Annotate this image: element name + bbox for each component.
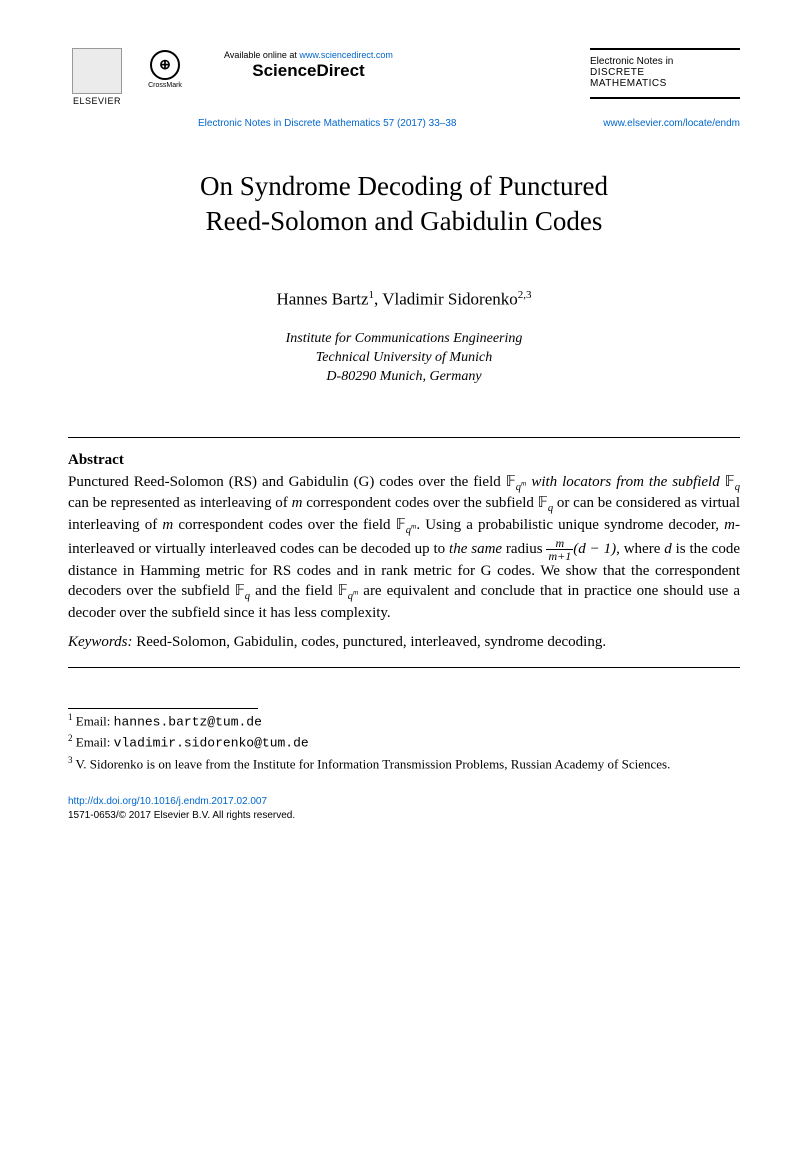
title-line1: On Syndrome Decoding of Punctured bbox=[200, 171, 608, 201]
fn3-text: V. Sidorenko is on leave from the Instit… bbox=[73, 757, 671, 772]
paper-title: On Syndrome Decoding of Punctured Reed-S… bbox=[68, 169, 740, 239]
abs-t4: correspondent codes over the subfield bbox=[302, 495, 537, 511]
abstract-heading: Abstract bbox=[68, 452, 740, 469]
affiliation-line1: Institute for Communications Engineering bbox=[286, 331, 523, 346]
abs-Fqm-3: 𝔽qm bbox=[338, 583, 359, 599]
crossmark-icon: ⊕ bbox=[150, 50, 180, 80]
abstract-divider-bottom bbox=[68, 667, 740, 668]
journal-line2: DISCRETE bbox=[590, 67, 740, 78]
abs-t6: correspondent codes over the field bbox=[173, 517, 395, 533]
fn2-email: vladimir.sidorenko@tum.de bbox=[114, 736, 309, 751]
crossmark-badge[interactable]: ⊕ CrossMark bbox=[144, 50, 186, 89]
keywords-label: Keywords: bbox=[68, 634, 132, 650]
locate-link[interactable]: www.elsevier.com/locate/endm bbox=[603, 118, 740, 129]
journal-title-box: Electronic Notes in DISCRETE MATHEMATICS bbox=[590, 48, 740, 99]
abs-same: the same bbox=[449, 541, 502, 557]
abs-dminus1: (d − 1) bbox=[573, 541, 616, 557]
doi-block: http://dx.doi.org/10.1016/j.endm.2017.02… bbox=[68, 795, 740, 823]
keywords-text: Reed-Solomon, Gabidulin, codes, puncture… bbox=[132, 634, 606, 650]
footnote-2: 2 Email: vladimir.sidorenko@tum.de bbox=[68, 732, 740, 752]
abs-d: d bbox=[664, 541, 672, 557]
abs-t1: Punctured Reed-Solomon (RS) and Gabiduli… bbox=[68, 474, 506, 490]
abs-t9: radius bbox=[502, 541, 546, 557]
footnote-3: 3 V. Sidorenko is on leave from the Inst… bbox=[68, 754, 740, 773]
abs-m1: m bbox=[292, 495, 303, 511]
abs-Fq-2: 𝔽q bbox=[538, 495, 553, 511]
abs-m2: m bbox=[162, 517, 173, 533]
doi-link[interactable]: http://dx.doi.org/10.1016/j.endm.2017.02… bbox=[68, 796, 267, 807]
sciencedirect-url[interactable]: www.sciencedirect.com bbox=[299, 50, 393, 60]
header: ELSEVIER ⊕ CrossMark Available online at… bbox=[68, 48, 740, 112]
frac-den: m+1 bbox=[546, 550, 573, 562]
abs-Fqm-1: 𝔽qm bbox=[506, 474, 527, 490]
copyright-text: 1571-0653/© 2017 Elsevier B.V. All right… bbox=[68, 810, 295, 821]
abs-Fq-1: 𝔽q bbox=[725, 474, 740, 490]
elsevier-logo: ELSEVIER bbox=[68, 48, 126, 112]
elsevier-label: ELSEVIER bbox=[73, 96, 121, 106]
abs-t3: can be represented as interleaving of bbox=[68, 495, 292, 511]
author-1: Hannes Bartz bbox=[276, 290, 368, 309]
affiliation-line3: D-80290 Munich, Germany bbox=[326, 369, 481, 384]
crossmark-label: CrossMark bbox=[148, 82, 182, 89]
authors: Hannes Bartz1, Vladimir Sidorenko2,3 bbox=[68, 289, 740, 310]
keywords: Keywords: Reed-Solomon, Gabidulin, codes… bbox=[68, 633, 740, 653]
abs-fraction: mm+1 bbox=[546, 537, 573, 562]
available-prefix: Available online at bbox=[224, 50, 299, 60]
abs-m3: m bbox=[724, 517, 735, 533]
abs-Fq-3: 𝔽q bbox=[235, 583, 250, 599]
abs-t2: with locators from the subfield bbox=[531, 474, 724, 490]
abs-t10: , where bbox=[616, 541, 664, 557]
sciencedirect-logo: ScienceDirect bbox=[252, 61, 364, 81]
affiliation-line2: Technical University of Munich bbox=[316, 350, 492, 365]
fn1-email: hannes.bartz@tum.de bbox=[114, 714, 262, 729]
citation-link[interactable]: Electronic Notes in Discrete Mathematics… bbox=[198, 118, 456, 129]
footnote-divider bbox=[68, 708, 258, 709]
author-2: Vladimir Sidorenko bbox=[382, 290, 518, 309]
available-online-text: Available online at www.sciencedirect.co… bbox=[224, 50, 393, 60]
fn2-label: Email: bbox=[73, 735, 114, 750]
title-line2: Reed-Solomon and Gabidulin Codes bbox=[206, 206, 603, 236]
abstract-divider-top bbox=[68, 437, 740, 438]
fn1-label: Email: bbox=[73, 713, 114, 728]
abs-t7: . Using a probabilistic unique syndrome … bbox=[416, 517, 724, 533]
journal-line3: MATHEMATICS bbox=[590, 78, 740, 89]
abs-Fqm-2: 𝔽qm bbox=[396, 517, 417, 533]
elsevier-tree-icon bbox=[72, 48, 122, 94]
journal-line1: Electronic Notes in bbox=[590, 56, 740, 67]
sciencedirect-block: Available online at www.sciencedirect.co… bbox=[224, 50, 393, 81]
header-left: ELSEVIER ⊕ CrossMark Available online at… bbox=[68, 48, 393, 112]
citation-row: Electronic Notes in Discrete Mathematics… bbox=[68, 118, 740, 129]
abs-t12: and the field bbox=[250, 583, 338, 599]
abstract-body: Punctured Reed-Solomon (RS) and Gabiduli… bbox=[68, 473, 740, 624]
footnote-1: 1 Email: hannes.bartz@tum.de bbox=[68, 711, 740, 731]
author-2-sup: 2,3 bbox=[518, 289, 532, 301]
affiliation: Institute for Communications Engineering… bbox=[68, 330, 740, 387]
